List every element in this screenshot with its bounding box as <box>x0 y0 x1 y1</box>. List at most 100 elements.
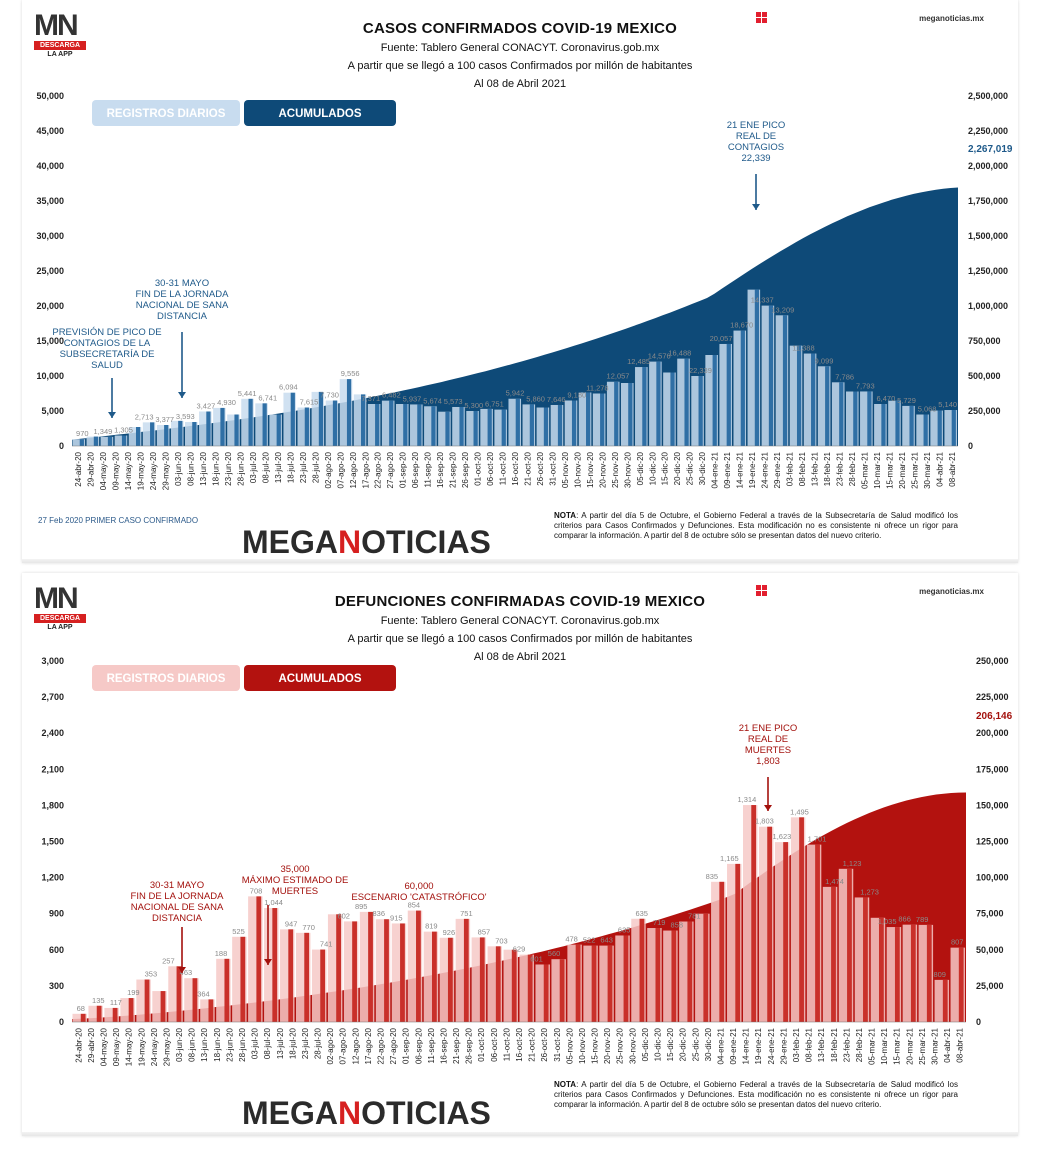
x-tick-label: 18-feb-21 <box>823 451 832 486</box>
x-tick-label: 03-jun-20 <box>174 451 183 485</box>
daily-bar-bg <box>114 435 128 446</box>
daily-value-label: 836 <box>373 909 386 918</box>
x-tick-label: 11-sep-20 <box>424 451 433 487</box>
daily-bar <box>495 946 501 1022</box>
daily-bar <box>431 931 437 1022</box>
daily-bar <box>910 924 916 1022</box>
daily-bar <box>575 944 581 1022</box>
annotation-text: MUERTES <box>745 745 791 756</box>
daily-bar <box>320 949 326 1022</box>
daily-value-label: 970 <box>76 429 89 438</box>
x-tick-label: 20-mar-21 <box>898 451 907 488</box>
x-tick-label: 10-dic-20 <box>654 1027 663 1061</box>
daily-bar <box>684 358 689 446</box>
x-tick-label: 15-nov-20 <box>591 1027 600 1064</box>
x-tick-label: 22-ago-20 <box>376 1027 385 1064</box>
y-left-tick-label: 25,000 <box>36 266 64 276</box>
daily-bar <box>176 966 182 1022</box>
annotation-text: MUERTES <box>272 886 318 897</box>
daily-bar <box>234 414 239 446</box>
daily-bar <box>248 398 253 446</box>
y-left-tick-label: 300 <box>49 981 64 991</box>
y-left-tick-label: 2,700 <box>41 692 64 702</box>
daily-value-label: 895 <box>355 902 368 911</box>
daily-bar <box>543 964 549 1022</box>
site-link[interactable]: meganoticias.mx <box>919 587 984 596</box>
daily-value-label: 866 <box>898 915 911 924</box>
annotation-text: CONTAGIOS DE LA <box>64 338 151 349</box>
annotation-text: DISTANCIA <box>152 913 203 924</box>
daily-bar <box>332 400 338 446</box>
daily-value-label: 9,556 <box>341 369 360 378</box>
daily-bar <box>459 406 464 446</box>
x-tick-label: 03-jun-20 <box>175 1027 184 1061</box>
mn-app-logo[interactable]: MN DESCARGA LA APP <box>34 584 86 631</box>
x-tick-label: 22-ago-20 <box>374 451 383 488</box>
mn-app-logo[interactable]: MN DESCARGA LA APP <box>34 11 86 58</box>
daily-value-label: 12,057 <box>607 372 630 381</box>
tab-cumulative-label: ACUMULADOS <box>278 108 361 120</box>
daily-value-label: 6,751 <box>485 400 504 409</box>
daily-bar <box>853 391 858 446</box>
daily-bar <box>642 367 647 446</box>
x-tick-label: 13-jun-20 <box>200 1027 209 1061</box>
x-tick-label: 20-dic-20 <box>673 451 682 485</box>
x-tick-label: 16-sep-20 <box>439 1027 448 1064</box>
y-right-tick-label: 2,500,000 <box>968 91 1008 101</box>
x-tick-label: 15-nov-20 <box>586 451 595 488</box>
x-tick-label: 29-may-20 <box>162 1027 171 1066</box>
cases-chart-panel: MN DESCARGA LA APP CASOS CONFIRMADOS COV… <box>22 0 1018 563</box>
x-tick-label: 25-nov-20 <box>611 451 620 488</box>
annotation-text: MÁXIMO ESTIMADO DE <box>242 875 349 886</box>
x-tick-label: 05-mar-21 <box>860 451 869 488</box>
x-tick-label: 03-jul-20 <box>249 451 258 483</box>
x-tick-label: 17-ago-20 <box>364 1027 373 1064</box>
x-tick-label: 15-mar-21 <box>885 451 894 488</box>
daily-value-label: 7,793 <box>856 381 875 390</box>
x-tick-label: 06-oct-20 <box>490 1027 499 1061</box>
daily-bar <box>543 407 549 446</box>
daily-bar <box>224 958 230 1022</box>
daily-value-label: 1,165 <box>720 854 739 863</box>
daily-bar <box>878 917 884 1022</box>
y-left-tick-label: 15,000 <box>36 336 64 346</box>
daily-bar <box>831 886 836 1022</box>
daily-bar <box>79 439 84 446</box>
first-case-note: 27 Feb 2020 PRIMER CASO CONFIRMADO <box>38 516 199 525</box>
daily-value-label: 4,930 <box>217 398 236 407</box>
annotation-text: FIN DE LA JORNADA <box>131 891 225 902</box>
cumulative-total-label: 206,146 <box>976 711 1013 722</box>
daily-bar <box>256 896 262 1022</box>
daily-value-label: 858 <box>671 921 684 930</box>
note-label: NOTA <box>554 1080 577 1089</box>
daily-bar <box>529 404 534 446</box>
daily-bar <box>336 914 341 1022</box>
daily-bar <box>754 289 760 446</box>
x-tick-label: 28-jul-20 <box>311 451 320 483</box>
daily-value-label: 560 <box>548 949 561 958</box>
daily-bar-bg <box>100 436 114 446</box>
x-tick-label: 25-mar-21 <box>918 1027 927 1064</box>
daily-bar <box>290 392 295 446</box>
x-tick-label: 14-ene-21 <box>742 1027 751 1064</box>
daily-bar <box>276 414 281 446</box>
y-right-tick-label: 1,500,000 <box>968 231 1008 241</box>
daily-bar <box>571 400 577 446</box>
daily-value-label: 857 <box>478 927 491 936</box>
x-tick-label: 31-oct-20 <box>548 451 557 485</box>
daily-value-label: 9,180 <box>567 391 586 400</box>
x-tick-label: 04-may-20 <box>99 1027 108 1066</box>
x-tick-label: 05-dic-20 <box>641 1027 650 1061</box>
x-tick-label: 26-sep-20 <box>461 451 470 488</box>
daily-bar <box>527 954 533 1022</box>
daily-bar <box>698 376 703 446</box>
daily-bar <box>304 932 310 1022</box>
y-right-tick-label: 25,000 <box>976 981 1004 991</box>
daily-value-label: 1,123 <box>843 859 862 868</box>
daily-bar <box>192 978 198 1022</box>
x-tick-label: 06-oct-20 <box>486 451 495 485</box>
site-link[interactable]: meganoticias.mx <box>919 14 984 23</box>
daily-value-label: 809 <box>933 970 946 979</box>
x-tick-label: 15-dic-20 <box>661 451 670 485</box>
methodology-note: NOTA: A partir del día 5 de Octubre, el … <box>554 1080 958 1110</box>
